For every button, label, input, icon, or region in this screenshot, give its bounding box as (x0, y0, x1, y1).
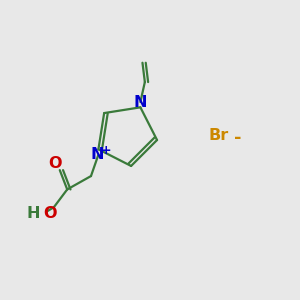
Text: O: O (44, 206, 57, 221)
Text: -: - (234, 129, 242, 147)
Text: N: N (90, 147, 104, 162)
Text: +: + (100, 144, 111, 157)
Text: O: O (49, 156, 62, 171)
Text: Br: Br (208, 128, 229, 142)
Text: N: N (134, 95, 147, 110)
Text: H: H (27, 206, 40, 221)
